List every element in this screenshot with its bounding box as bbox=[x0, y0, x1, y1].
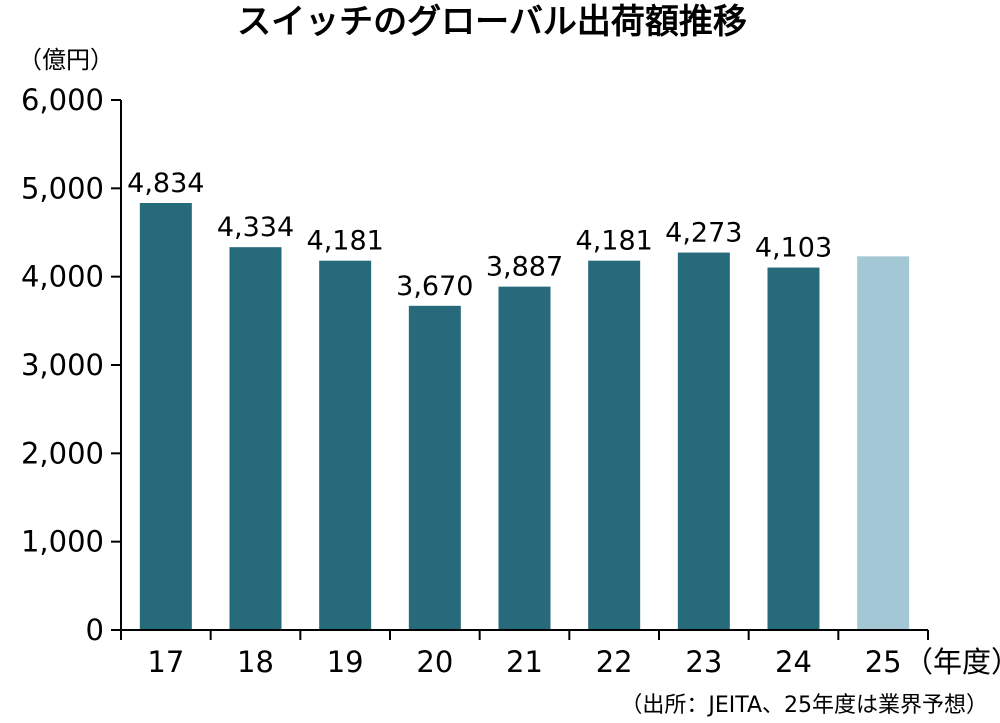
bar bbox=[319, 260, 372, 630]
x-category-label: 23 bbox=[685, 645, 722, 679]
bar-forecast bbox=[857, 256, 910, 630]
y-axis: 0 1,000 2,000 3,000 4,000 5,000 6,000 bbox=[21, 83, 122, 647]
y-tick-label: 3,000 bbox=[21, 348, 104, 382]
bar bbox=[588, 260, 641, 630]
y-tick-label: 6,000 bbox=[21, 83, 104, 117]
y-tick-label: 2,000 bbox=[21, 436, 104, 470]
x-category-label: 18 bbox=[237, 645, 274, 679]
x-axis: 17 18 19 20 21 22 23 24 25 bbox=[120, 629, 929, 679]
bar bbox=[229, 247, 282, 630]
y-tick-label: 4,000 bbox=[21, 260, 104, 294]
bar bbox=[139, 202, 192, 630]
x-category-label: 17 bbox=[147, 645, 184, 679]
bar bbox=[498, 286, 551, 630]
x-category-label: 20 bbox=[416, 645, 453, 679]
bar bbox=[408, 305, 461, 630]
y-tick-label: 5,000 bbox=[21, 171, 104, 205]
bar-value-label: 3,887 bbox=[486, 252, 563, 283]
bar-value-label: 4,273 bbox=[665, 218, 742, 249]
x-category-label: 24 bbox=[775, 645, 812, 679]
y-axis-unit-label: （億円） bbox=[18, 46, 114, 74]
data-labels: 4,834 4,334 4,181 3,670 3,887 4,181 4,273 4,103 bbox=[127, 168, 832, 302]
x-category-label: 19 bbox=[327, 645, 364, 679]
y-tick-label: 1,000 bbox=[21, 525, 104, 559]
bar-value-label: 4,334 bbox=[217, 212, 294, 243]
bar-value-label: 4,103 bbox=[755, 233, 832, 264]
bar-value-label: 3,670 bbox=[396, 271, 473, 302]
bars bbox=[139, 202, 910, 630]
bar-value-label: 4,181 bbox=[307, 226, 384, 257]
source-note: （出所：JEITA、25年度は業界予想） bbox=[620, 693, 988, 718]
x-category-label: 25 bbox=[865, 645, 902, 679]
bar bbox=[677, 252, 730, 630]
x-category-label: 21 bbox=[506, 645, 543, 679]
y-tick-label: 0 bbox=[86, 613, 104, 647]
bar-value-label: 4,181 bbox=[576, 226, 653, 257]
bar bbox=[767, 267, 820, 630]
bar-value-label: 4,834 bbox=[127, 168, 204, 199]
chart-title: スイッチのグローバル出荷額推移 bbox=[237, 2, 747, 42]
x-axis-unit-label: （年度） bbox=[904, 645, 1000, 679]
x-category-label: 22 bbox=[596, 645, 633, 679]
